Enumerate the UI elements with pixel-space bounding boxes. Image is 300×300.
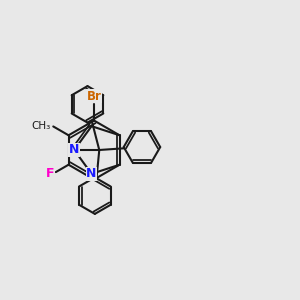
Text: CH₃: CH₃ — [31, 122, 50, 131]
Text: N: N — [69, 143, 80, 157]
Text: N: N — [86, 167, 97, 180]
Text: Br: Br — [87, 90, 101, 103]
Text: F: F — [46, 167, 54, 180]
